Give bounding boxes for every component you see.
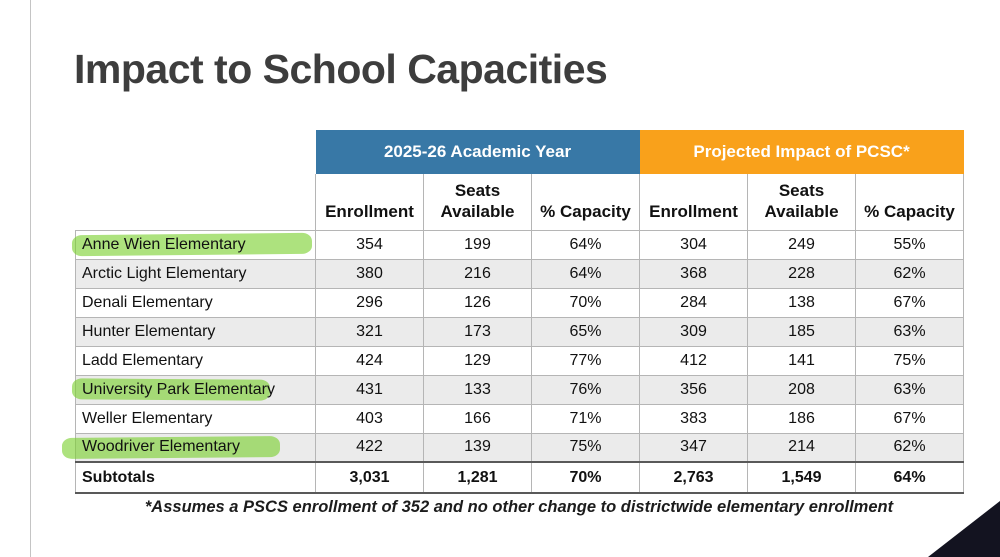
table-row: Arctic Light Elementary 380 216 64% 368 … [75,258,965,289]
value-cell: 185 [747,316,857,347]
column-header-pct-capacity: % Capacity [530,174,641,231]
value-cell: 380 [315,258,424,289]
value-cell: 309 [639,316,749,347]
column-header-pct-capacity: % Capacity [855,174,965,231]
value-cell: 139 [423,432,532,463]
subtotals-label-cell: Subtotals [75,461,316,494]
school-name-cell: Weller Elementary [75,403,316,434]
blank-corner-cell [75,130,316,174]
footnote: *Assumes a PSCS enrollment of 352 and no… [144,498,894,516]
school-name: Arctic Light Elementary [82,264,247,282]
value-cell: 64% [530,258,641,289]
school-name-cell: Ladd Elementary [75,345,316,376]
table-row: University Park Elementary 431 133 76% 3… [71,374,965,405]
value-cell: 356 [639,374,749,405]
subtotal-value-cell: 2,763 [639,461,749,494]
table-row: Anne Wien Elementary 354 199 64% 304 249… [71,229,965,260]
blank-corner-cell [75,174,316,230]
school-name-cell: Arctic Light Elementary [75,258,316,289]
capacity-table: 2025-26 Academic Year Projected Impact o… [61,130,965,494]
slide-title: Impact to School Capacities [74,46,608,92]
value-cell: 403 [315,403,424,434]
value-cell: 65% [530,316,641,347]
value-cell: 64% [530,229,641,260]
value-cell: 70% [530,287,641,318]
value-cell: 321 [315,316,424,347]
value-cell: 186 [747,403,857,434]
value-cell: 138 [747,287,857,318]
school-name: Denali Elementary [82,293,213,311]
school-name-cell: Hunter Elementary [75,316,316,347]
school-name: Weller Elementary [82,409,213,427]
school-name-cell: Denali Elementary [75,287,316,318]
subtotal-value-cell: 1,549 [747,461,857,494]
value-cell: 71% [530,403,641,434]
value-cell: 296 [315,287,424,318]
value-cell: 304 [639,229,749,260]
value-cell: 126 [423,287,532,318]
school-name: University Park Elementary [82,380,275,398]
school-name: Woodriver Elementary [82,438,240,456]
school-name: Hunter Elementary [82,322,216,340]
subtotal-value-cell: 1,281 [423,461,532,494]
value-cell: 173 [423,316,532,347]
table-row: Ladd Elementary 424 129 77% 412 141 75% [75,345,965,376]
value-cell: 166 [423,403,532,434]
value-cell: 133 [423,374,532,405]
value-cell: 422 [315,432,424,463]
value-cell: 62% [855,432,965,463]
value-cell: 431 [315,374,424,405]
value-cell: 129 [423,345,532,376]
value-cell: 214 [747,432,857,463]
value-cell: 141 [747,345,857,376]
column-header-seats-available: Seats Available [747,174,857,231]
table-row: Hunter Elementary 321 173 65% 309 185 63… [75,316,965,347]
value-cell: 62% [855,258,965,289]
table-row: Weller Elementary 403 166 71% 383 186 67… [75,403,965,434]
value-cell: 284 [639,287,749,318]
value-cell: 347 [639,432,749,463]
value-cell: 228 [747,258,857,289]
value-cell: 208 [747,374,857,405]
value-cell: 424 [315,345,424,376]
group-header-academic-year: 2025-26 Academic Year [315,130,640,174]
table-row: Denali Elementary 296 126 70% 284 138 67… [75,287,965,318]
school-name-cell: Anne Wien Elementary [71,229,316,260]
value-cell: 368 [639,258,749,289]
value-cell: 55% [855,229,965,260]
school-name: Ladd Elementary [82,351,203,369]
table-row: Woodriver Elementary 422 139 75% 347 214… [61,432,965,463]
value-cell: 383 [639,403,749,434]
subtotal-value-cell: 3,031 [315,461,424,494]
column-header-row: Enrollment Seats Available % Capacity En… [75,174,965,231]
value-cell: 63% [855,374,965,405]
value-cell: 75% [855,345,965,376]
value-cell: 63% [855,316,965,347]
subtotals-row: Subtotals 3,031 1,281 70% 2,763 1,549 64… [75,461,965,494]
value-cell: 199 [423,229,532,260]
value-cell: 216 [423,258,532,289]
group-header-row: 2025-26 Academic Year Projected Impact o… [75,130,964,174]
value-cell: 77% [530,345,641,376]
value-cell: 76% [530,374,641,405]
group-header-pcsc: Projected Impact of PCSC* [639,130,964,174]
value-cell: 67% [855,403,965,434]
column-header-enrollment: Enrollment [639,174,749,231]
value-cell: 75% [530,432,641,463]
column-header-seats-available: Seats Available [423,174,532,231]
value-cell: 354 [315,229,424,260]
school-name-cell: Woodriver Elementary [61,432,316,463]
value-cell: 249 [747,229,857,260]
school-name-cell: University Park Elementary [71,374,316,405]
subtotal-value-cell: 64% [855,461,965,494]
column-header-enrollment: Enrollment [315,174,424,231]
slide-left-edge [30,0,31,557]
value-cell: 412 [639,345,749,376]
school-name: Anne Wien Elementary [82,235,246,253]
value-cell: 67% [855,287,965,318]
subtotal-value-cell: 70% [530,461,641,494]
